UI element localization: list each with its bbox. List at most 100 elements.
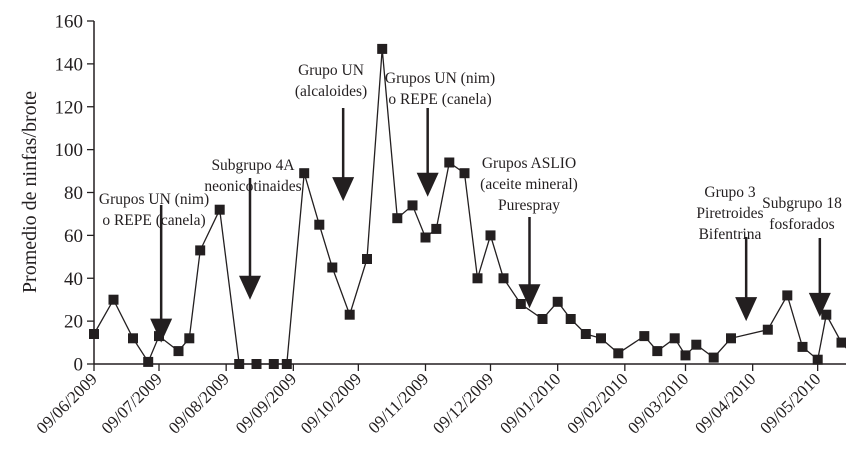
x-tick-label: 09/07/2009 (98, 369, 166, 437)
x-tick-label: 09/05/2010 (756, 369, 824, 437)
data-point (108, 294, 119, 305)
data-point (344, 309, 355, 320)
data-series (89, 43, 846, 369)
data-point (515, 299, 526, 309)
data-point (708, 352, 719, 363)
annotation-line: Grupo UN (298, 62, 364, 79)
y-tick-label: 100 (55, 140, 84, 161)
data-point (762, 324, 773, 335)
x-tick-label: 09/10/2009 (297, 369, 365, 437)
data-point (143, 356, 154, 367)
data-point (184, 333, 195, 344)
data-point (268, 359, 279, 369)
annotation-label: Grupo UN (alcaloides) (295, 62, 367, 100)
annotation-line: Subgrupo 4A (211, 157, 295, 174)
data-point (234, 359, 245, 369)
y-tick-label: 80 (64, 183, 83, 204)
annotation-line: neonicotinaides (204, 178, 301, 195)
data-point (680, 350, 691, 361)
data-point (565, 314, 576, 324)
y-axis: 0 20 40 60 80 100 120 140 160 (55, 12, 95, 376)
y-tick-label: 60 (64, 226, 83, 247)
annotation-arrow-head (808, 292, 831, 317)
x-tick-label: 09/04/2010 (691, 369, 759, 437)
y-tick-label: 20 (64, 312, 83, 333)
y-tick-label: 120 (55, 97, 84, 118)
data-point (362, 254, 372, 264)
data-point (552, 296, 563, 307)
data-point (485, 230, 496, 241)
annotation-label: Grupo 3 Piretroides Bifentrina (696, 184, 763, 243)
annotation-line: Grupos UN (nim) (385, 70, 495, 87)
annotation-arrow-head (239, 275, 261, 300)
data-point (498, 273, 509, 284)
data-point (392, 213, 403, 224)
annotation-line: o REPE (canela) (388, 91, 491, 108)
data-point (89, 329, 99, 339)
annotation-line: Bifentrina (699, 226, 762, 243)
data-point (821, 309, 832, 320)
annotation-label: Subgrupo 4A neonicotinaides (204, 157, 301, 195)
x-tick-label: 09/01/2010 (496, 369, 564, 437)
data-point (299, 168, 310, 179)
data-point (459, 168, 470, 179)
annotation-arrow-head (416, 172, 439, 197)
annotation-line: Grupo 3 (704, 184, 755, 201)
annotation-line: (alcaloides) (295, 83, 367, 100)
annotation-line: Purespray (498, 197, 560, 214)
data-point (314, 219, 325, 230)
annotation-label: Subgrupo 18 fosforados (762, 195, 842, 233)
x-tick-label: 09/11/2009 (365, 369, 433, 437)
data-point (537, 314, 548, 324)
annotation-line: Grupos UN (nim) (99, 191, 209, 208)
data-point (407, 200, 418, 211)
y-tick-label: 40 (64, 269, 83, 290)
data-point (782, 290, 793, 301)
data-point (377, 43, 388, 54)
data-point (726, 333, 736, 344)
data-point (639, 331, 650, 342)
annotations: Grupos UN (nim) o REPE (canela) Subgrupo 4… (99, 62, 842, 343)
data-point (652, 346, 663, 357)
y-tick-label: 140 (55, 54, 84, 75)
x-tick-label: 09/06/2009 (33, 369, 101, 437)
data-point (431, 223, 442, 234)
annotation-line: Subgrupo 18 (762, 195, 842, 212)
annotation-line: Grupos ASLIO (482, 155, 576, 172)
annotation-line: fosforados (769, 216, 834, 233)
data-point (472, 273, 483, 284)
data-point (691, 339, 702, 350)
data-point (420, 232, 431, 243)
annotation-line: o REPE (canela) (102, 212, 205, 229)
data-point (195, 245, 206, 256)
annotation-line: Piretroides (696, 205, 763, 222)
x-tick-label: 09/08/2009 (165, 369, 233, 437)
x-tick-label: 09/02/2010 (563, 369, 631, 437)
data-point (281, 359, 292, 369)
data-point (812, 354, 823, 365)
y-tick-label: 0 (74, 355, 84, 376)
data-point (214, 204, 225, 215)
annotation-arrow-head (150, 318, 173, 343)
data-point (797, 341, 808, 352)
data-point (128, 333, 138, 344)
x-tick-label: 09/09/2009 (232, 369, 300, 437)
data-point (669, 333, 680, 344)
data-point (580, 329, 591, 339)
annotation-line: (aceite mineral) (480, 176, 578, 193)
data-point (596, 333, 606, 344)
annotation-arrow-head (518, 284, 541, 309)
data-point (251, 359, 262, 369)
annotation-arrow-head (332, 177, 355, 202)
data-point (444, 157, 455, 168)
data-point (173, 346, 184, 357)
annotation-arrow-head (735, 297, 758, 322)
annotation-label: Grupos UN (nim) o REPE (canela) (99, 191, 209, 229)
data-point (613, 348, 624, 359)
annotation-label: Grupos ASLIO (aceite mineral) Purespray (480, 155, 578, 214)
y-axis-label: Promedio de ninfas/brote (19, 91, 41, 293)
y-tick-label: 160 (55, 12, 84, 33)
x-tick-label: 09/12/2009 (429, 369, 497, 437)
x-tick-label: 09/03/2010 (624, 369, 692, 437)
data-point (327, 262, 338, 273)
